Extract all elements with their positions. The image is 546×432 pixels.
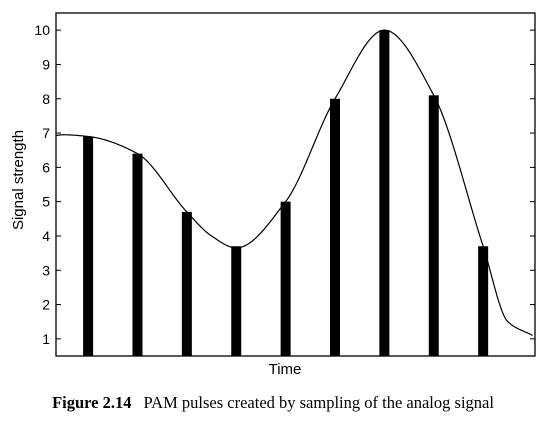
y-tick-label: 8 — [42, 91, 50, 107]
analog-signal — [56, 29, 533, 336]
y-tick-label: 7 — [42, 125, 50, 141]
y-tick-label: 1 — [42, 331, 50, 347]
pam-pulse-bar — [379, 30, 390, 356]
y-tick-label: 9 — [42, 56, 50, 72]
y-tick-label: 5 — [42, 194, 50, 210]
y-tick-label: 2 — [42, 297, 50, 313]
pam-pulse-bar — [330, 98, 341, 356]
figure-caption: Figure 2.14 PAM pulses created by samplin… — [0, 393, 546, 413]
pam-pulse-bar — [181, 211, 192, 356]
pam-pulse-bar — [83, 136, 94, 356]
plot-frame — [55, 12, 536, 357]
analog-signal-curve — [56, 29, 533, 336]
figure-number: Figure 2.14 — [52, 393, 132, 412]
pam-pulse-bar — [231, 246, 242, 356]
y-axis-ticks: 1 2 3 4 5 6 7 8 9 10 — [34, 22, 535, 347]
y-tick-label: 4 — [42, 228, 50, 244]
y-tick-label: 6 — [42, 159, 50, 175]
y-tick-label: 10 — [34, 22, 50, 38]
pam-pulses — [83, 30, 489, 356]
pam-pulse-bar — [280, 201, 291, 356]
x-axis-label: Time — [269, 361, 302, 378]
caption-text: PAM pulses created by sampling of the an… — [143, 393, 494, 412]
pam-pulse-bar — [428, 95, 439, 356]
y-axis-label: Signal strength — [10, 130, 27, 230]
pam-pulse-bar — [132, 153, 143, 356]
y-tick-label: 3 — [42, 262, 50, 278]
pam-pulse-bar — [478, 246, 489, 356]
